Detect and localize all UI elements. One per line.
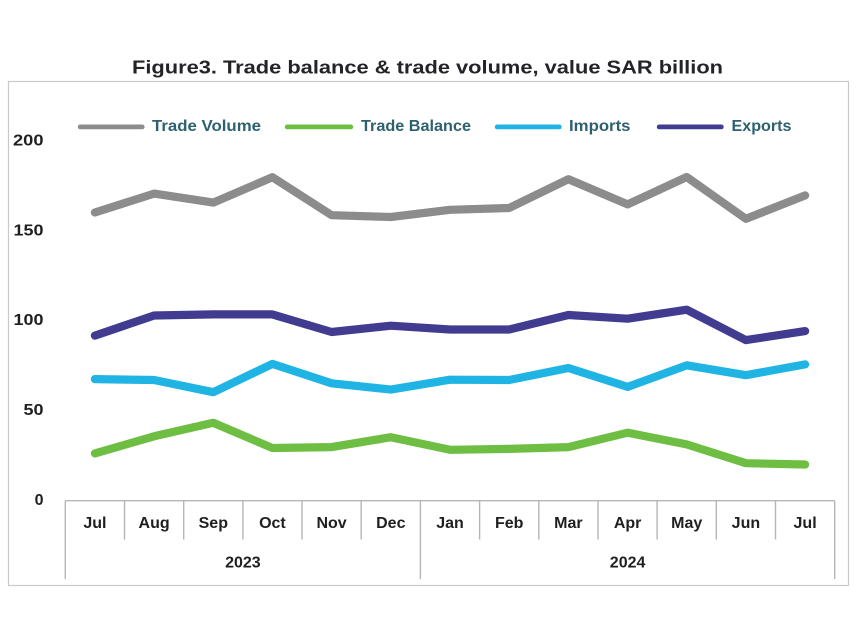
svg-text:Oct: Oct [259, 515, 286, 532]
svg-text:2024: 2024 [610, 555, 646, 572]
svg-text:Trade Volume: Trade Volume [152, 118, 261, 135]
svg-text:Sep: Sep [199, 515, 229, 532]
svg-text:Trade Balance: Trade Balance [361, 118, 471, 135]
svg-text:2023: 2023 [225, 555, 261, 572]
svg-text:Mar: Mar [554, 515, 582, 532]
svg-text:Jul: Jul [794, 515, 817, 532]
svg-text:Figure3. Trade balance & trade: Figure3. Trade balance & trade volume, v… [132, 57, 723, 77]
svg-text:Aug: Aug [139, 515, 170, 532]
svg-text:Jul: Jul [83, 515, 106, 532]
svg-text:Jan: Jan [436, 515, 464, 532]
svg-text:200: 200 [13, 133, 44, 150]
svg-text:Imports: Imports [569, 118, 631, 135]
svg-text:May: May [671, 515, 702, 532]
svg-text:0: 0 [35, 492, 44, 509]
svg-text:Apr: Apr [614, 515, 642, 532]
svg-text:Exports: Exports [732, 118, 792, 135]
svg-text:150: 150 [14, 222, 44, 239]
svg-text:Dec: Dec [376, 515, 405, 532]
svg-text:Nov: Nov [316, 515, 346, 532]
svg-text:Feb: Feb [495, 515, 524, 532]
svg-text:50: 50 [24, 402, 44, 419]
svg-text:100: 100 [14, 312, 44, 329]
svg-text:Jun: Jun [732, 515, 760, 532]
